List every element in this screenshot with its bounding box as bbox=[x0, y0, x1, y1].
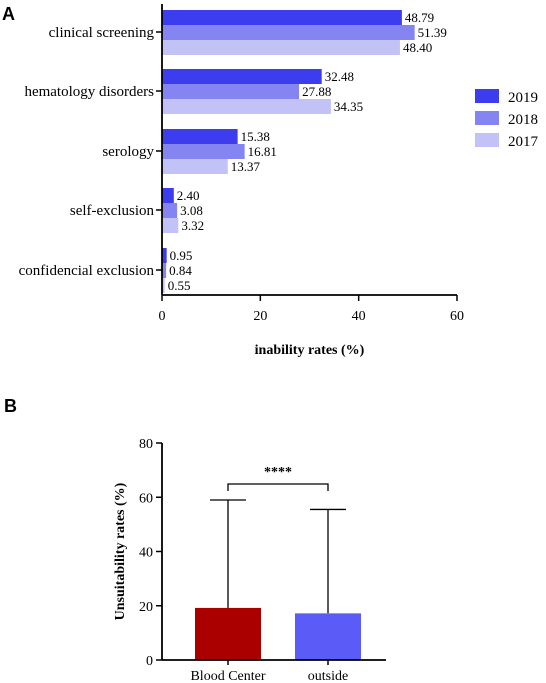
bar-a-2018-4 bbox=[162, 263, 167, 278]
data-label-a-2018-1: 27.88 bbox=[302, 84, 331, 99]
category-label-b: outside bbox=[308, 669, 348, 683]
bar-a-2019-1 bbox=[162, 69, 322, 84]
data-label-a-2019-2: 15.38 bbox=[241, 129, 270, 144]
y-tick-label-b: 20 bbox=[139, 600, 153, 615]
category-label-b: Blood Center bbox=[190, 669, 265, 683]
data-label-a-2019-1: 32.48 bbox=[325, 69, 354, 84]
x-tick-label-a: 60 bbox=[450, 309, 464, 324]
data-label-a-2017-1: 34.35 bbox=[334, 99, 363, 114]
bar-a-2019-2 bbox=[162, 129, 238, 144]
category-label-a: self-exclusion bbox=[70, 203, 155, 219]
data-label-a-2017-4: 0.55 bbox=[168, 278, 191, 293]
bar-a-2018-2 bbox=[162, 144, 245, 159]
bar-a-2017-4 bbox=[162, 278, 165, 293]
x-axis-title-a: inability rates (%) bbox=[255, 343, 365, 358]
panel-a-letter: A bbox=[2, 4, 15, 24]
bar-a-2017-3 bbox=[162, 218, 179, 233]
data-label-a-2019-3: 2.40 bbox=[177, 188, 200, 203]
significance-label: **** bbox=[264, 465, 292, 480]
bar-a-2018-1 bbox=[162, 84, 300, 99]
legend-label-2018: 2018 bbox=[508, 112, 538, 128]
bar-b-0 bbox=[195, 607, 261, 660]
legend-label-2017: 2017 bbox=[508, 134, 539, 150]
data-label-a-2019-4: 0.95 bbox=[170, 248, 193, 263]
legend-swatch-2019 bbox=[475, 89, 499, 103]
panel-b-letter: B bbox=[4, 396, 17, 416]
category-label-a: serology bbox=[102, 144, 154, 160]
bar-b-1 bbox=[295, 613, 361, 660]
data-label-a-2018-4: 0.84 bbox=[169, 263, 192, 278]
y-tick-label-b: 0 bbox=[146, 654, 153, 669]
bar-a-2019-3 bbox=[162, 188, 174, 203]
x-tick-label-a: 40 bbox=[352, 309, 366, 324]
x-tick-label-a: 20 bbox=[253, 309, 267, 324]
x-tick-label-a: 0 bbox=[159, 309, 166, 324]
data-label-a-2019-0: 48.79 bbox=[405, 10, 434, 25]
y-axis-title-b: Unsuitability rates (%) bbox=[113, 482, 128, 620]
bar-a-2018-3 bbox=[162, 203, 178, 218]
bar-a-2017-1 bbox=[162, 99, 331, 114]
bar-a-2018-0 bbox=[162, 25, 415, 40]
y-tick-label-b: 60 bbox=[139, 491, 153, 506]
legend-swatch-2018 bbox=[475, 111, 499, 125]
panel-b: B Blood Center outside 0 20 40 60 80 Unsuitabil… bbox=[4, 396, 386, 683]
data-label-a-2017-0: 48.40 bbox=[403, 40, 432, 55]
data-label-a-2017-2: 13.37 bbox=[231, 159, 261, 174]
data-label-a-2018-3: 3.08 bbox=[180, 203, 203, 218]
y-tick-label-b: 40 bbox=[139, 546, 153, 561]
category-label-a: hematology disorders bbox=[24, 84, 154, 100]
legend-swatch-2017 bbox=[475, 133, 499, 147]
category-label-a: confidencial exclusion bbox=[19, 263, 155, 279]
significance-bracket bbox=[227, 483, 329, 491]
bar-a-2019-0 bbox=[162, 10, 402, 25]
data-label-a-2018-2: 16.81 bbox=[248, 144, 277, 159]
data-label-a-2018-0: 51.39 bbox=[418, 25, 447, 40]
bar-a-2019-4 bbox=[162, 248, 167, 263]
bar-a-2017-2 bbox=[162, 159, 228, 174]
y-tick-label-b: 80 bbox=[139, 437, 153, 452]
legend-label-2019: 2019 bbox=[508, 90, 538, 106]
category-label-a: clinical screening bbox=[49, 25, 155, 41]
data-label-a-2017-3: 3.32 bbox=[181, 218, 204, 233]
bar-a-2017-0 bbox=[162, 40, 400, 55]
